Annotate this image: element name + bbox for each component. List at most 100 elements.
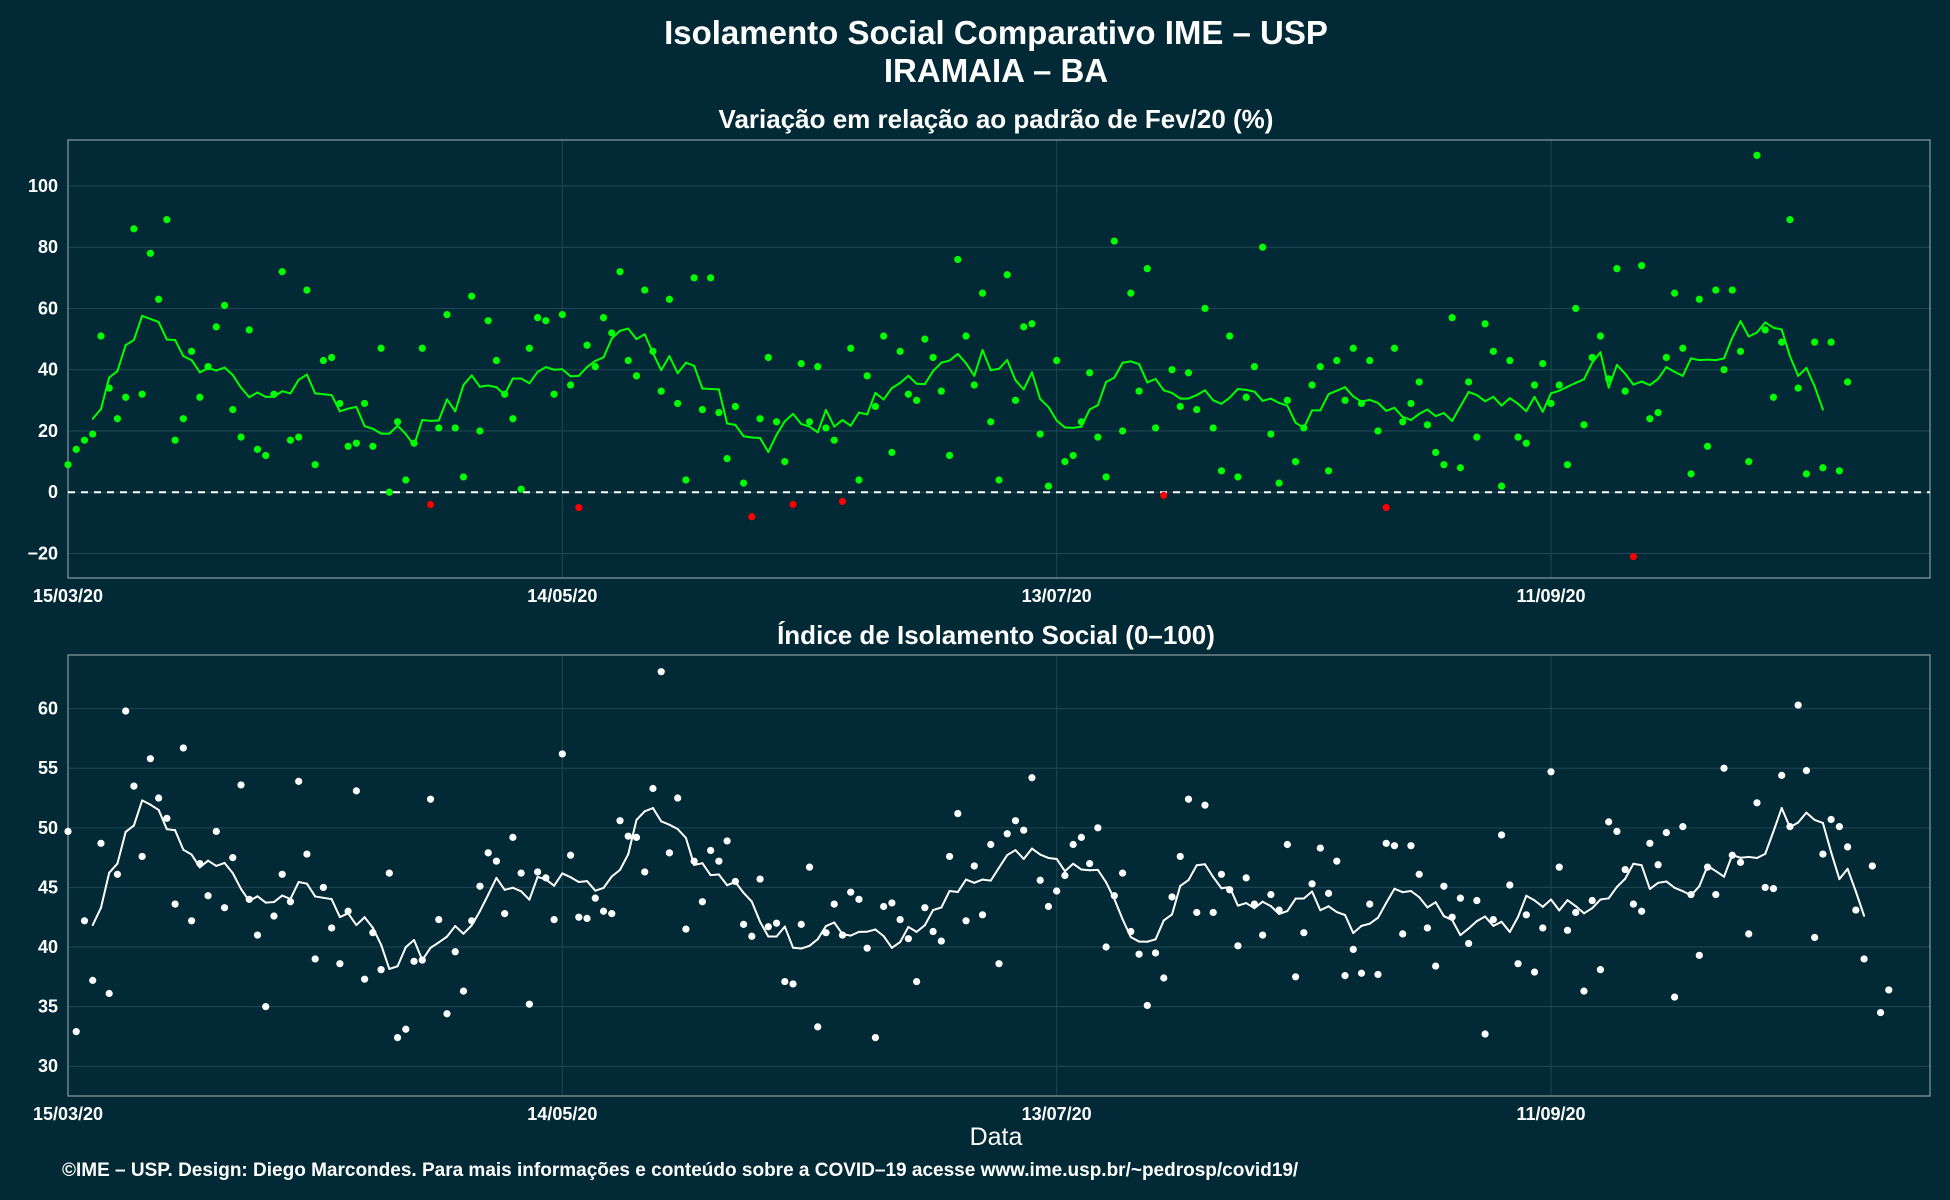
data-point [1530,381,1539,389]
moving-average-segment [627,818,638,856]
moving-average-segment [693,364,704,390]
y-tick-label-2: 40 [38,937,58,957]
data-point [1473,433,1481,441]
data-point [1102,943,1110,951]
moving-average-segment [1747,331,1758,338]
moving-average-segment [998,359,1009,370]
data-point [1728,851,1736,859]
moving-average-segment [289,880,300,900]
moving-average-segment [792,946,803,950]
data-point [1745,930,1753,938]
moving-average-segment [1368,916,1379,925]
moving-average-segment [1657,366,1668,380]
data-point [682,476,690,484]
moving-average-segment [1772,807,1783,833]
moving-average-segment [1154,919,1165,941]
data-point [978,289,987,297]
data-point [1432,962,1440,970]
data-point [1209,908,1217,917]
moving-average-segment [429,941,440,949]
data-point [1250,900,1259,908]
data-point [1670,993,1679,1001]
moving-average-segment [775,420,786,436]
data-point [443,310,451,319]
data-point [1407,399,1415,408]
data-point [328,924,336,932]
moving-average-segment [610,329,622,340]
data-point [1621,387,1629,395]
moving-average-segment [297,373,308,381]
moving-average-segment [478,384,490,388]
data-point [303,850,311,858]
data-point [575,913,583,921]
data-point [1539,924,1547,932]
moving-average-segment [149,317,160,324]
moving-average-segment [742,435,753,439]
y-tick-label-5: 80 [38,237,58,257]
moving-average-segment [1607,363,1618,389]
data-point [336,960,344,968]
moving-average-segment [1574,378,1585,384]
moving-average-segment [1327,389,1338,396]
moving-average-segment [231,373,243,389]
moving-average-segment [643,807,654,813]
data-point [509,415,517,423]
moving-average-segment [1146,377,1157,384]
data-point [937,937,945,945]
data-point [122,393,130,401]
moving-average-segment [808,938,819,947]
data-point [1407,842,1415,850]
moving-average-segment [421,419,432,422]
data-point [904,935,912,943]
moving-average-segment [1690,357,1701,362]
moving-average-segment [635,333,646,341]
data-point [1415,870,1423,878]
moving-average-segment [1500,920,1511,934]
moving-average-segment [1714,870,1726,878]
data-point [707,274,715,282]
moving-average-segment [1030,847,1042,856]
data-point [80,436,89,444]
data-point [361,975,369,983]
data-point [1135,950,1143,958]
moving-average-segment [569,876,580,883]
data-point [1720,366,1728,374]
moving-average-segment [874,391,885,401]
data-point [1316,844,1324,852]
moving-average-segment [338,407,350,413]
y-tick-label-3: 40 [38,360,58,380]
moving-average-segment [264,901,275,904]
moving-average-segment [1072,425,1083,429]
data-point [945,852,954,861]
moving-average-segment [1434,412,1445,418]
data-point [204,892,212,900]
moving-average-segment [116,830,127,865]
data-point [1259,931,1267,939]
data-point [492,857,501,865]
data-point [97,839,105,847]
moving-average-segment [1624,862,1635,880]
moving-average-segment [1113,361,1124,379]
moving-average-segment [932,361,943,373]
data-point [665,295,674,303]
moving-average-segment [1376,901,1388,919]
data-point [1654,861,1662,869]
data-point [1308,880,1316,888]
data-point [113,870,122,878]
data-point [237,781,245,789]
data-point [1234,473,1242,481]
moving-average-segment [437,935,448,944]
moving-average-segment [709,873,720,877]
moving-average-segment [1558,899,1569,912]
moving-average-segment [750,900,762,923]
moving-average-segment [989,866,1000,882]
moving-average-segment [586,880,597,892]
moving-average-segment [577,880,589,883]
data-point [484,317,492,325]
data-point [1703,442,1712,450]
moving-average-segment [907,925,918,933]
data-point [1563,926,1572,934]
data-point [459,473,468,481]
data-point [814,363,822,371]
data-point [1605,375,1613,383]
